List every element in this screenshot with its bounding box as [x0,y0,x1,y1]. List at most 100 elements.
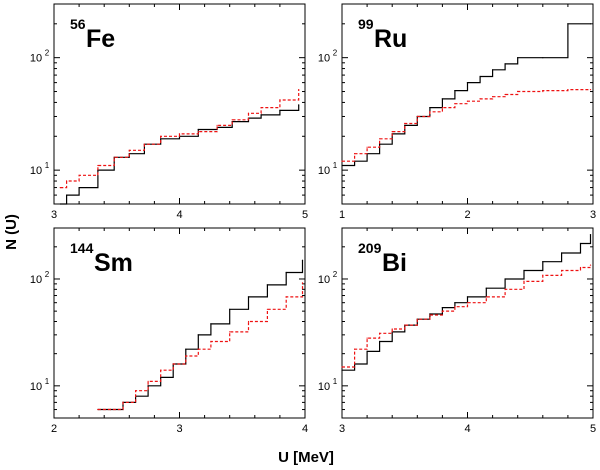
plot-frame [53,227,306,419]
dashed-data-point [113,156,115,158]
solid-data-point [504,63,506,65]
dashed-data-point [579,266,582,269]
solid-data-point [404,124,406,126]
plot-frame [341,227,594,419]
dashed-data-point [504,93,506,96]
y-tick-label-exp: 1 [333,161,338,170]
x-tick-label: 2 [51,423,57,435]
dashed-data-point [589,89,592,91]
solid-data-point [485,287,487,289]
dashed-data-point [466,302,469,304]
solid-data-point [492,69,494,71]
solid-data-point [561,252,563,254]
dashed-data-point [285,296,287,298]
solid-data-point [479,75,481,78]
dashed-data-point [391,131,393,133]
dashed-data-point [517,90,519,93]
solid-data-point [210,323,212,325]
x-tick-label: 3 [176,423,182,435]
y-tick-label: 10 [318,165,330,177]
dashed-data-point [429,314,431,316]
dashed-data-point [466,100,469,102]
series-dashed-line [342,89,591,162]
panel-title-element: Bi [382,249,407,277]
dashed-data-point [416,318,418,320]
x-tick-label: 1 [339,209,345,221]
y-tick-label-exp: 1 [45,161,50,170]
solid-data-point [366,350,368,352]
y-tick-label-exp: 2 [45,270,50,279]
dashed-data-point [298,89,300,91]
dashed-data-point [523,280,525,282]
solid-data-point [441,98,443,100]
dashed-data-point [210,340,212,343]
solid-data-point [341,369,343,371]
solid-data-point [285,271,287,274]
dashed-data-point [172,363,174,365]
y-tick-label-exp: 2 [333,49,338,58]
solid-data-point [441,307,443,309]
solid-data-point [78,187,80,189]
panel-title-mass: 144 [70,240,94,256]
dashed-data-point [354,153,356,155]
solid-data-point [454,90,456,92]
dashed-data-point [567,89,569,91]
dashed-data-point [341,366,343,368]
solid-data-point [429,107,431,109]
panel-title-mass: 56 [70,16,86,32]
dashed-data-point [454,306,456,308]
solid-data-point [504,278,506,280]
dashed-data-point [441,107,443,109]
dashed-data-point [429,111,431,113]
series-dashed-line [97,282,304,411]
solid-data-point [266,284,268,286]
dashed-data-point [185,355,187,357]
dashed-data-point [266,308,268,310]
dashed-data-point [379,332,381,334]
dashed-data-point [160,135,162,137]
x-tick-label: 2 [464,209,470,221]
dashed-data-point [247,112,250,114]
dashed-data-point [589,264,592,266]
panel-title-element: Ru [374,25,407,53]
solid-data-point [542,57,544,59]
panel-title-element: Sm [94,249,133,277]
dashed-data-point [128,149,130,151]
x-tick-label: 4 [302,423,308,435]
series-solid-line [60,104,300,205]
solid-data-point [160,138,162,140]
panel-title-mass: 99 [358,16,374,32]
series-solid-line [97,260,304,411]
solid-data-point [523,269,525,272]
solid-data-point [379,143,381,145]
y-tick-label-exp: 1 [333,377,338,386]
x-tick-label: 5 [590,423,596,435]
dashed-data-point [366,146,368,148]
dashed-data-point [78,174,80,176]
dashed-data-point [279,99,281,101]
solid-data-point [260,114,262,116]
x-axis-label: U [MeV] [278,449,334,466]
dashed-data-point [404,324,406,326]
dashed-data-point [97,408,99,411]
x-tick-label: 4 [176,209,182,221]
y-tick-label-exp: 2 [45,49,50,58]
y-tick-label: 10 [30,381,42,393]
y-tick-label: 10 [30,274,42,286]
solid-data-point [298,104,300,106]
dashed-data-point [341,160,343,162]
dashed-data-point [492,96,494,98]
dashed-data-point [160,369,162,371]
x-tick-label: 3 [51,209,57,221]
dashed-data-point [504,288,506,290]
y-tick-label: 10 [318,381,330,393]
dashed-data-point [66,180,68,182]
x-tick-label: 5 [302,209,308,221]
solid-data-point [466,296,469,298]
dashed-data-point [59,187,61,189]
dashed-data-point [391,328,393,330]
